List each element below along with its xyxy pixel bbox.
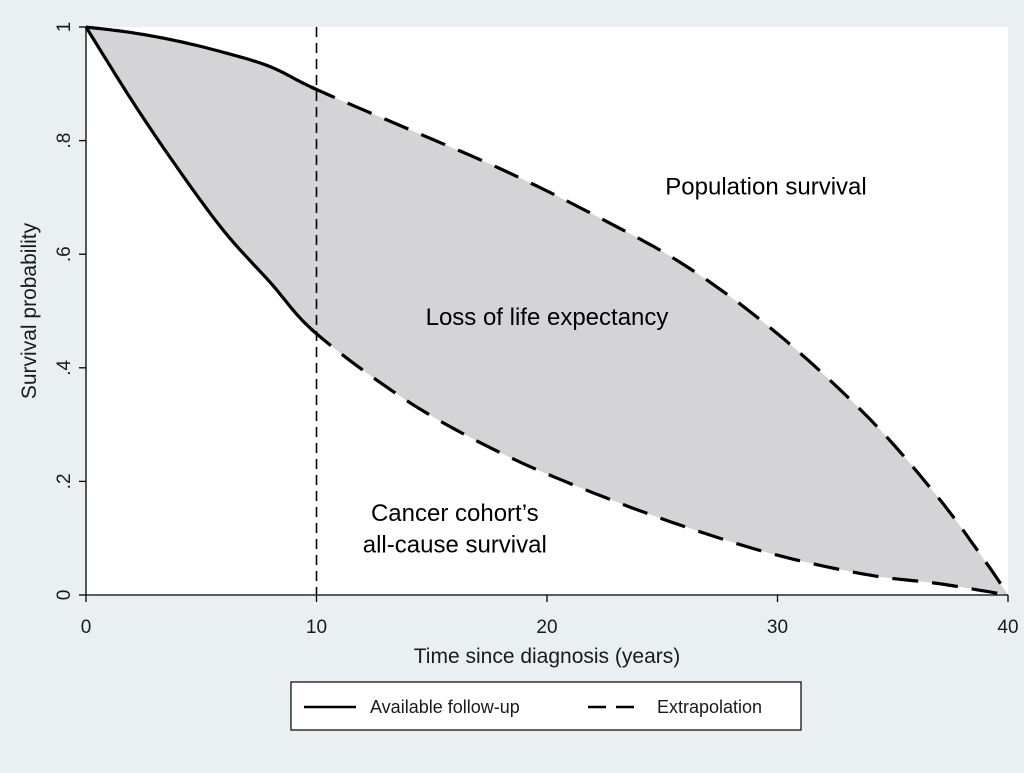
y-tick-label: 1 bbox=[54, 22, 75, 33]
x-tick-label: 0 bbox=[81, 617, 92, 638]
legend-label-extrapolation: Extrapolation bbox=[657, 697, 762, 717]
x-tick-label: 40 bbox=[997, 617, 1018, 638]
cancer-cohort-survival-line-observed bbox=[84, 26, 318, 335]
cancer-cohort-survival-line-extrapolated bbox=[309, 327, 1009, 597]
x-tick-label: 20 bbox=[536, 617, 557, 638]
legend-label-available-followup: Available follow-up bbox=[370, 697, 520, 717]
legend: Available follow-up Extrapolation bbox=[290, 681, 802, 731]
loss-of-life-expectancy-area bbox=[86, 27, 1008, 595]
population-survival-line-extrapolated bbox=[310, 85, 1010, 596]
x-tick-label: 10 bbox=[306, 617, 327, 638]
population-survival-line-observed bbox=[85, 25, 318, 91]
legend-box bbox=[290, 681, 802, 731]
y-tick-label: .8 bbox=[54, 133, 75, 149]
y-axis-title: Survival probability bbox=[18, 222, 41, 399]
annotation-cancer-cohort-line1: Cancer cohort’s bbox=[371, 500, 539, 527]
y-tick-label: .6 bbox=[54, 246, 75, 262]
annotation-cancer-cohort-line2: all-cause survival bbox=[363, 531, 547, 558]
y-tick-label: 0 bbox=[54, 590, 75, 601]
x-axis-title: Time since diagnosis (years) bbox=[414, 645, 680, 668]
y-tick-label: .4 bbox=[54, 359, 75, 375]
y-tick-label: .2 bbox=[54, 473, 75, 489]
annotation-loss-of-life-expectancy: Loss of life expectancy bbox=[426, 304, 669, 331]
x-tick-label: 30 bbox=[767, 617, 788, 638]
annotation-population-survival: Population survival bbox=[665, 174, 866, 201]
